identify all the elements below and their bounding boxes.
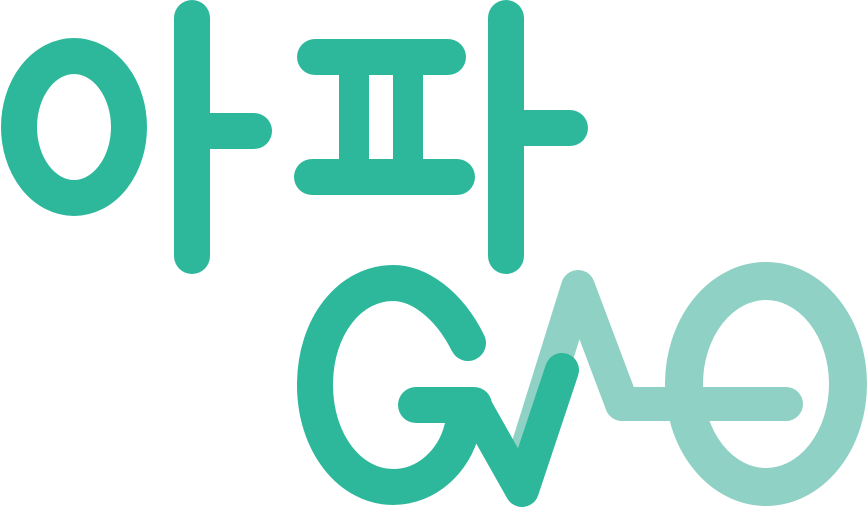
logo-letter-g-arc [296, 264, 486, 506]
logo-syllable-a-circle [1, 38, 147, 216]
logo-letter-v-stroke [457, 353, 579, 507]
logo-letter-o-ring [665, 262, 867, 506]
